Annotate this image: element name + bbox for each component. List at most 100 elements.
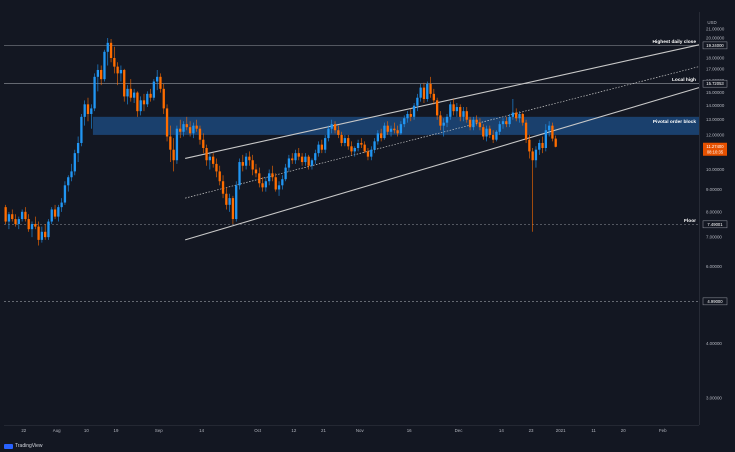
- candle-body: [179, 128, 182, 132]
- candle-body: [225, 193, 228, 205]
- last-price-label: 11.27400: [706, 144, 724, 149]
- candle-body: [20, 211, 24, 220]
- candle-body: [310, 160, 314, 166]
- candle-body: [419, 87, 422, 98]
- candle-body: [508, 116, 511, 125]
- candle-body: [455, 107, 459, 112]
- candle-body: [304, 156, 307, 163]
- candle-body: [208, 156, 212, 161]
- candle-body: [175, 128, 179, 161]
- candle-body: [495, 131, 498, 140]
- candle-body: [287, 158, 291, 168]
- candle-body: [60, 202, 63, 208]
- annotation-highest-daily-close: Highest daily close: [653, 39, 697, 45]
- candle-body: [47, 221, 50, 238]
- annotation-pivotal-order-block: Pivotal order block: [653, 119, 697, 125]
- candle-body: [37, 226, 40, 240]
- y-tick-label: 21.00000: [706, 26, 725, 31]
- candle-body: [544, 130, 547, 148]
- candle-body: [231, 198, 235, 220]
- candle-body: [449, 104, 452, 117]
- candle-body: [172, 149, 175, 161]
- y-tick-label: 20.00000: [706, 36, 725, 41]
- candle-body: [96, 69, 100, 77]
- x-tick-label: Dec: [455, 428, 464, 433]
- candle-body: [274, 177, 277, 190]
- channel-mid-line: [185, 66, 700, 199]
- candle-body: [30, 224, 34, 230]
- candle-body: [50, 209, 53, 222]
- x-tick-label: 12: [291, 428, 296, 433]
- bar-countdown-label: 08:10:35: [707, 150, 724, 155]
- candle-body: [412, 105, 416, 117]
- candle-body: [152, 81, 156, 98]
- candle-body: [14, 219, 17, 225]
- x-tick-label: 10: [84, 428, 89, 433]
- candle-body: [198, 128, 202, 140]
- candle-body: [465, 111, 468, 120]
- candle-body: [501, 121, 505, 125]
- candle-body: [399, 124, 403, 134]
- candle-body: [511, 112, 515, 117]
- price-level-box: [702, 79, 728, 88]
- candle-body: [452, 104, 455, 112]
- candle-body: [103, 51, 106, 80]
- candle-body: [379, 133, 383, 139]
- price-level-label: 4.99000: [707, 299, 723, 304]
- candle-body: [235, 185, 238, 220]
- candle-body: [340, 134, 343, 143]
- candle-body: [327, 128, 330, 139]
- candle-body: [485, 128, 488, 137]
- candle-body: [17, 219, 20, 225]
- price-level-box: [702, 41, 728, 50]
- candle-body: [383, 125, 386, 139]
- candle-body: [93, 76, 96, 109]
- candle-body: [445, 116, 449, 123]
- candle-body: [119, 69, 123, 74]
- candle-body: [370, 149, 373, 157]
- candle-body: [162, 88, 165, 109]
- x-tick-label: 20: [621, 428, 626, 433]
- candle-body: [363, 144, 366, 152]
- candle-body: [34, 224, 37, 227]
- price-level-label: 7.49001: [707, 222, 723, 227]
- candle-body: [534, 149, 538, 161]
- candle-body: [488, 128, 491, 135]
- x-tick-label: 21: [321, 428, 326, 433]
- candle-body: [317, 144, 320, 154]
- candle-body: [241, 162, 244, 166]
- y-tick-label: 13.00000: [706, 117, 725, 122]
- x-tick-label: 23: [529, 428, 534, 433]
- candle-body: [284, 167, 287, 180]
- candle-body: [353, 147, 356, 152]
- y-tick-label: 18.00000: [706, 56, 725, 61]
- candle-body: [366, 151, 370, 157]
- candle-body: [244, 156, 248, 166]
- candle-body: [268, 173, 271, 182]
- candle-body: [142, 100, 146, 105]
- x-tick-label: 16: [407, 428, 412, 433]
- tradingview-logo: TradingView: [4, 443, 43, 449]
- candle-body: [27, 219, 30, 230]
- candle-body: [80, 116, 83, 143]
- candle-body: [472, 119, 475, 128]
- candle-body: [238, 162, 241, 186]
- x-tick-label: Aug: [53, 428, 61, 433]
- x-tick-label: 14: [199, 428, 204, 433]
- candle-body: [67, 177, 70, 186]
- candle-body: [271, 173, 274, 178]
- candle-body: [356, 142, 360, 148]
- candle-body: [113, 58, 116, 67]
- y-tick-label: 3.00000: [706, 395, 722, 400]
- candle-body: [360, 142, 363, 145]
- candle-body: [215, 163, 218, 172]
- candle-body: [261, 183, 264, 188]
- candle-body: [116, 66, 119, 74]
- y-tick-label: 14.00000: [706, 103, 725, 108]
- y-tick-label: 6.00000: [706, 264, 722, 269]
- candle-body: [547, 125, 551, 131]
- x-tick-label: 19: [114, 428, 119, 433]
- candle-body: [521, 113, 524, 123]
- x-tick-label: Nov: [356, 428, 365, 433]
